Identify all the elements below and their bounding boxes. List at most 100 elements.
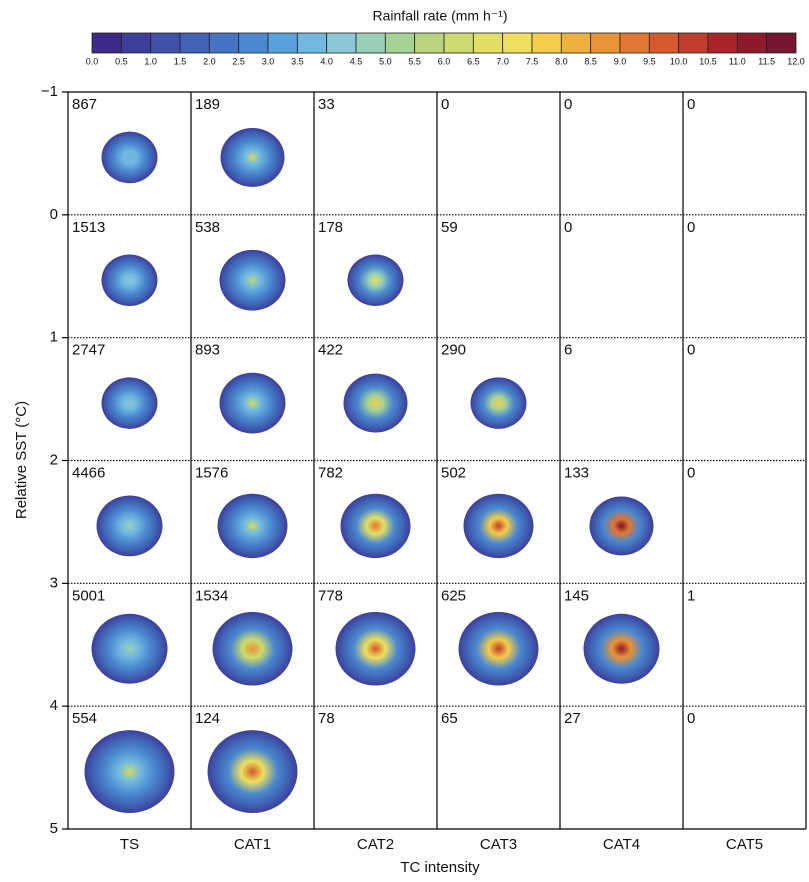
colorbar-bin [91, 32, 122, 54]
colorbar-tick-label: 5.5 [408, 56, 421, 66]
colorbar-tick-label: 12.0 [787, 56, 805, 66]
composite-image [219, 249, 286, 311]
sample-count: 0 [687, 96, 695, 113]
colorbar-tick-label: 2.5 [232, 56, 245, 66]
sample-count: 1576 [195, 464, 228, 481]
x-axis-label: TC intensity [400, 859, 480, 876]
sample-count: 33 [318, 96, 335, 113]
sample-count: 2747 [72, 342, 105, 359]
composite-image [470, 377, 527, 429]
sample-count: 782 [318, 464, 343, 481]
y-tick-label: 5 [50, 820, 58, 837]
sample-count: 625 [441, 587, 466, 604]
composite-image [219, 372, 286, 434]
sample-count: 502 [441, 464, 466, 481]
colorbar-bin [619, 32, 650, 54]
composite-image [101, 131, 158, 184]
sample-count: 0 [564, 96, 572, 113]
colorbar-tick-label: 4.5 [350, 56, 363, 66]
composite-image [91, 613, 168, 684]
x-tick-label: CAT2 [357, 836, 394, 853]
colorbar-bin [150, 32, 181, 54]
colorbar-bin [707, 32, 738, 54]
sample-count: 538 [195, 219, 220, 236]
composite-image [84, 730, 175, 813]
colorbar-tick-label: 1.5 [174, 56, 187, 66]
colorbar-tick-label: 2.0 [203, 56, 216, 66]
sample-count: 145 [564, 587, 589, 604]
colorbar-tick-label: 3.5 [291, 56, 304, 66]
colorbar-tick-label: 10.0 [670, 56, 688, 66]
colorbar-tick-label: 8.0 [555, 56, 568, 66]
colorbar-tick-label: 6.0 [438, 56, 451, 66]
y-tick-label: 3 [50, 574, 58, 591]
colorbar-tick-label: 6.5 [467, 56, 480, 66]
colorbar-tick-label: 10.5 [699, 56, 717, 66]
composite-image [101, 254, 158, 307]
colorbar-tick-label: 3.0 [262, 56, 275, 66]
colorbar-bin [326, 32, 357, 54]
composite-image [463, 493, 534, 559]
sample-count: 189 [195, 96, 220, 113]
colorbar-tick-label: 0.0 [86, 56, 99, 66]
sample-count: 124 [195, 710, 220, 727]
composite-image [217, 493, 288, 559]
composite-image [101, 377, 158, 429]
colorbar-tick-label: 8.5 [584, 56, 597, 66]
composite-image [220, 127, 285, 187]
sample-count: 290 [441, 342, 466, 359]
sample-count: 4466 [72, 464, 105, 481]
sample-count: 133 [564, 464, 589, 481]
x-tick-label: CAT1 [234, 836, 271, 853]
colorbar-bin [208, 32, 240, 54]
colorbar-bin [472, 32, 504, 54]
colorbar-bin [384, 32, 416, 54]
composite-image [343, 373, 408, 433]
sample-count: 1 [687, 587, 695, 604]
colorbar-bin [766, 32, 797, 54]
sample-count: 422 [318, 342, 343, 359]
colorbar-bin [296, 32, 328, 54]
y-tick-label: −1 [41, 83, 58, 100]
colorbar-tick-label: 11.5 [758, 56, 775, 66]
sample-count: 0 [564, 219, 572, 236]
sample-count: 1513 [72, 219, 105, 236]
colorbar-tick-label: 1.0 [144, 56, 157, 66]
colorbar-bin [120, 32, 152, 54]
colorbar-bin [502, 32, 533, 54]
colorbar-bin [531, 32, 562, 54]
colorbar-bin [414, 32, 445, 54]
x-tick-label: CAT4 [603, 836, 640, 853]
sample-count: 778 [318, 587, 343, 604]
sample-count: 6 [564, 342, 572, 359]
sample-count: 0 [687, 710, 695, 727]
y-tick-label: 0 [50, 206, 58, 223]
composite-image [335, 611, 416, 686]
colorbar-tick-label: 11.0 [729, 56, 746, 66]
x-tick-label: TS [120, 836, 139, 853]
composite-image [458, 611, 539, 686]
sample-count: 1534 [195, 587, 228, 604]
colorbar-tick-label: 7.0 [496, 56, 509, 66]
colorbar-tick-label: 0.5 [115, 56, 128, 66]
sample-count: 78 [318, 710, 335, 727]
sample-count: 867 [72, 96, 97, 113]
sample-count: 554 [72, 710, 97, 727]
colorbar-tick-label: 5.0 [379, 56, 392, 66]
colorbar-bin [179, 32, 210, 54]
composite-image [212, 611, 293, 686]
colorbar-tick-label: 9.0 [614, 56, 627, 66]
colorbar-bin [355, 32, 386, 54]
colorbar-bin [267, 32, 298, 54]
y-tick-label: 4 [50, 697, 58, 714]
colorbar-title: Rainfall rate (mm h⁻¹) [373, 8, 508, 24]
y-tick-label: 2 [50, 451, 58, 468]
colorbar-tick-label: 4.0 [320, 56, 333, 66]
sample-count: 5001 [72, 587, 105, 604]
composite-image [583, 613, 660, 684]
colorbar-bin [678, 32, 709, 54]
x-tick-label: CAT5 [726, 836, 763, 853]
colorbar-bin [560, 32, 592, 54]
colorbar-bin [238, 32, 269, 54]
